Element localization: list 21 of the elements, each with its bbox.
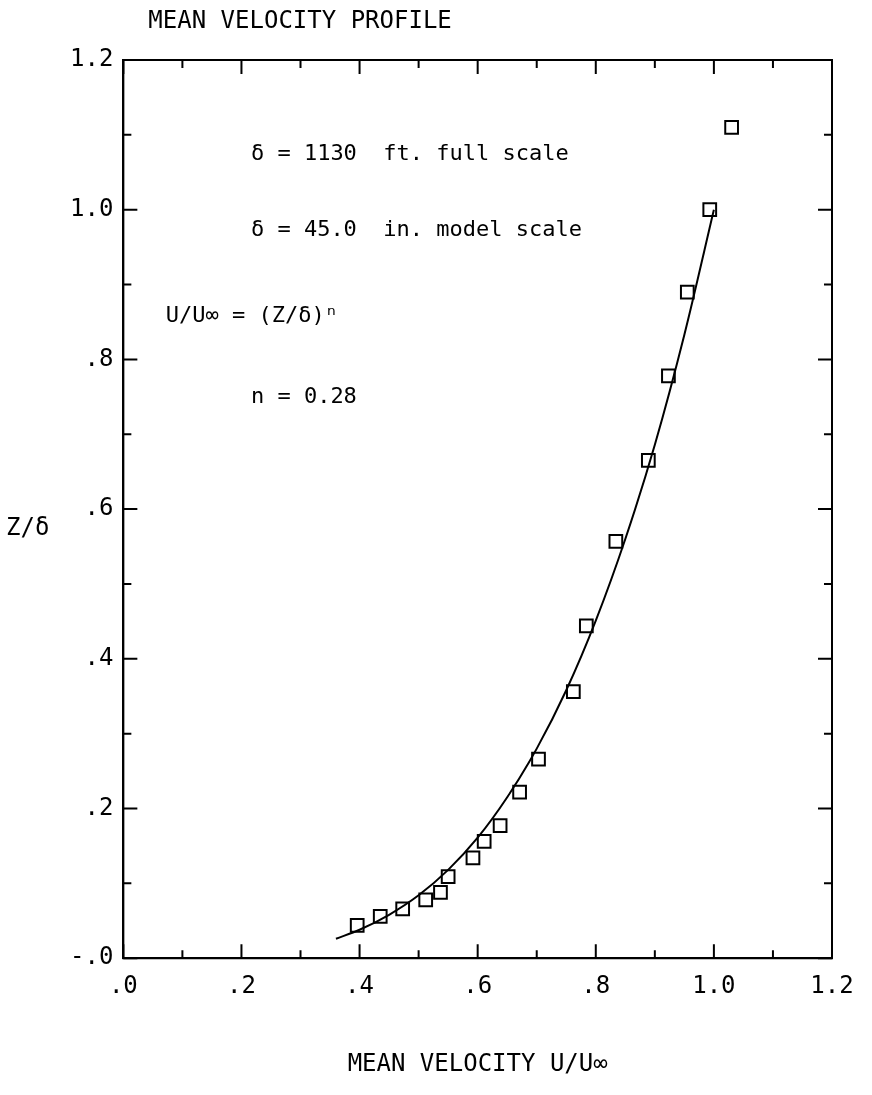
y-tick-label: .4	[84, 643, 114, 672]
y-tick-label: .6	[84, 493, 114, 522]
annotation: δ = 45.0 in. model scale	[250, 216, 583, 242]
annotation: n = 0.28	[250, 382, 357, 408]
x-axis-title: MEAN VELOCITY U/U∞	[347, 1049, 608, 1078]
annotation: δ = 1130 ft. full scale	[250, 140, 569, 166]
y-tick-label: 1.0	[69, 193, 114, 222]
x-tick-label: 1.2	[810, 970, 854, 999]
x-tick-label: 1.0	[692, 970, 736, 999]
x-tick-label: .4	[345, 970, 375, 999]
x-tick-label: .6	[463, 970, 493, 999]
chart-title: MEAN VELOCITY PROFILE	[148, 6, 452, 35]
y-tick-label: -.0	[69, 942, 114, 971]
y-axis-title: Z/δ	[6, 513, 50, 542]
y-tick-label: .8	[84, 343, 114, 372]
x-tick-label: .8	[581, 970, 611, 999]
y-tick-label: 1.2	[69, 44, 114, 73]
x-tick-label: .0	[108, 970, 138, 999]
y-tick-label: .2	[84, 792, 114, 821]
x-tick-label: .2	[227, 970, 256, 999]
annotation: U/U∞ = (Z/δ)ⁿ	[165, 301, 339, 327]
